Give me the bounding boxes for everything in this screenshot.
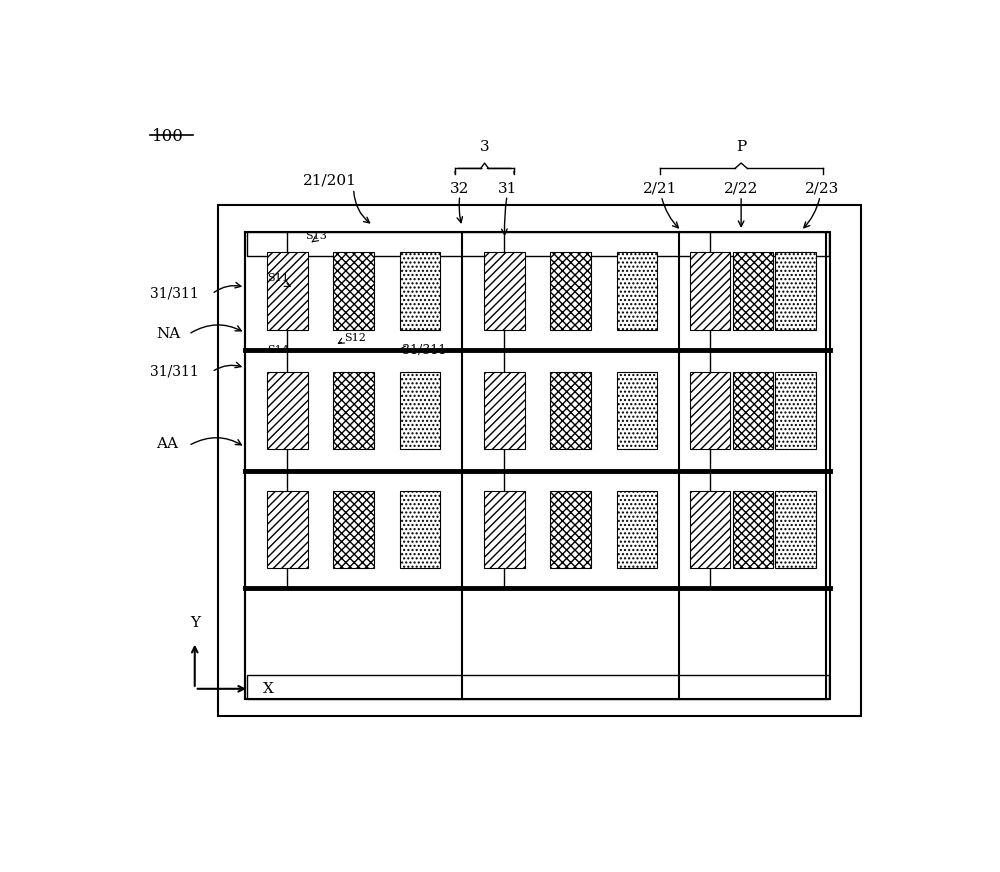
Text: S12: S12 bbox=[344, 333, 366, 344]
Text: 31/311: 31/311 bbox=[402, 344, 447, 357]
Bar bbox=[775, 252, 816, 330]
Text: 2/22: 2/22 bbox=[724, 181, 758, 195]
Bar bbox=[267, 252, 308, 330]
Text: S13: S13 bbox=[306, 231, 327, 242]
Bar bbox=[400, 371, 440, 449]
Bar bbox=[400, 491, 440, 568]
Bar bbox=[245, 232, 830, 698]
Bar bbox=[267, 491, 308, 568]
Text: S11: S11 bbox=[267, 273, 289, 283]
Bar bbox=[550, 252, 591, 330]
Bar bbox=[617, 371, 657, 449]
Bar bbox=[775, 491, 816, 568]
Bar bbox=[550, 491, 591, 568]
Bar bbox=[617, 252, 657, 330]
Bar bbox=[333, 491, 374, 568]
Text: P: P bbox=[736, 140, 746, 153]
Bar bbox=[400, 252, 440, 330]
Bar bbox=[617, 491, 657, 568]
Bar bbox=[550, 371, 591, 449]
Text: 2/21: 2/21 bbox=[643, 181, 677, 195]
Bar bbox=[775, 371, 816, 449]
Text: AA: AA bbox=[156, 437, 178, 451]
Text: 31/311: 31/311 bbox=[150, 287, 199, 301]
Text: 21/201: 21/201 bbox=[303, 174, 357, 187]
Bar bbox=[733, 371, 773, 449]
Bar bbox=[690, 252, 730, 330]
Text: S14: S14 bbox=[267, 345, 289, 356]
Text: NA: NA bbox=[156, 327, 180, 341]
Text: 2/23: 2/23 bbox=[805, 181, 840, 195]
Bar bbox=[484, 491, 525, 568]
Text: 3: 3 bbox=[480, 140, 489, 153]
Bar bbox=[218, 205, 861, 716]
Text: X: X bbox=[263, 682, 274, 696]
Bar bbox=[247, 232, 829, 255]
Bar bbox=[690, 371, 730, 449]
Text: 31: 31 bbox=[497, 181, 517, 195]
Text: 31/311: 31/311 bbox=[150, 364, 199, 378]
Bar bbox=[733, 252, 773, 330]
Bar bbox=[484, 252, 525, 330]
Bar bbox=[690, 491, 730, 568]
Text: 32: 32 bbox=[450, 181, 469, 195]
Bar bbox=[484, 371, 525, 449]
Text: 100: 100 bbox=[152, 128, 184, 145]
Bar bbox=[333, 371, 374, 449]
Bar bbox=[267, 371, 308, 449]
Bar bbox=[333, 252, 374, 330]
Bar bbox=[247, 675, 829, 698]
Text: Y: Y bbox=[190, 616, 200, 630]
Bar bbox=[733, 491, 773, 568]
